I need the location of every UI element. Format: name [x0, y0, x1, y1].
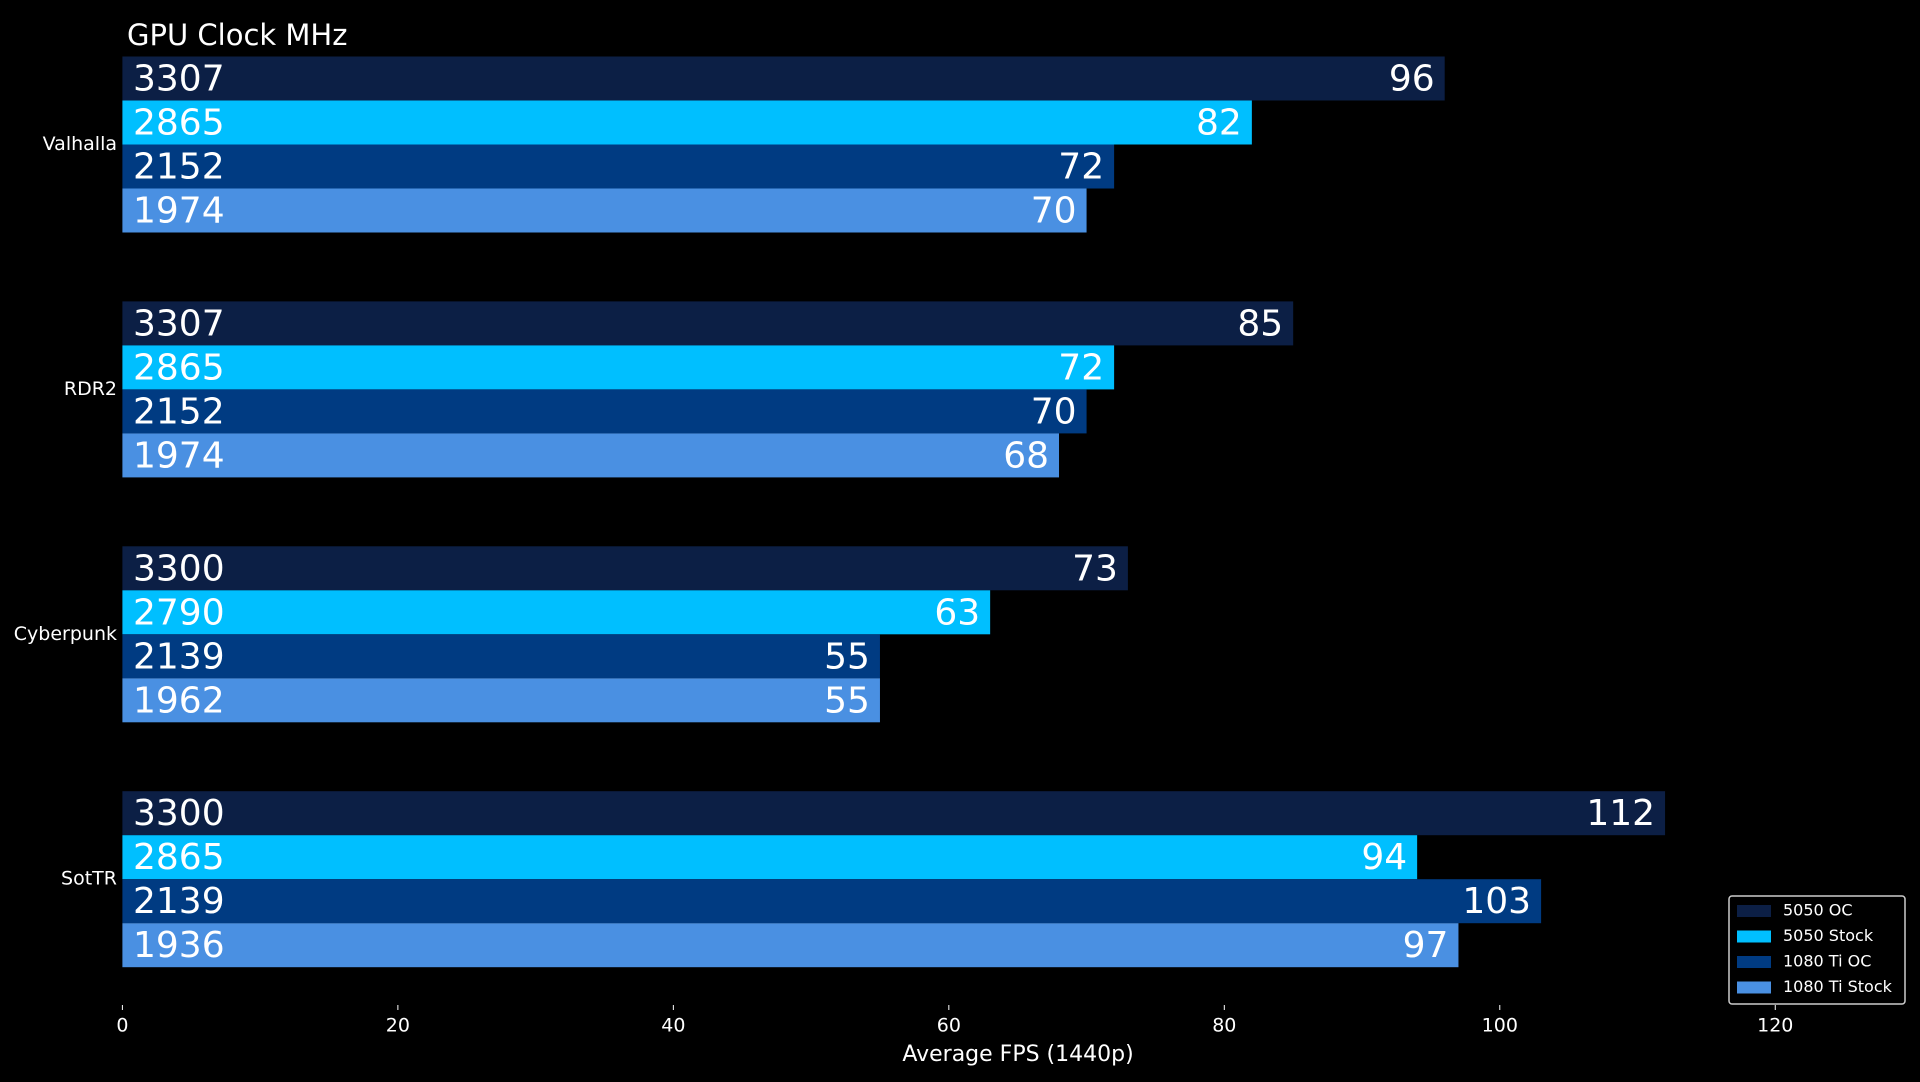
clock-label: 2790: [133, 592, 225, 633]
x-tick-label: 60: [937, 1015, 961, 1037]
value-label: 72: [1058, 347, 1104, 388]
legend-box: [1728, 895, 1906, 1005]
legend-swatch: [1737, 905, 1771, 917]
bar: [122, 546, 1128, 591]
clock-label: 1936: [133, 925, 225, 966]
clock-label: 2139: [133, 636, 225, 677]
x-tick-label: 120: [1757, 1015, 1793, 1037]
bar: [122, 923, 1459, 968]
clock-label: 2152: [133, 391, 225, 432]
clock-label: 2139: [133, 881, 225, 922]
x-tick-label: 20: [386, 1015, 410, 1037]
bar: [122, 879, 1542, 924]
bar: [122, 835, 1418, 880]
value-label: 112: [1586, 793, 1655, 834]
bar: [122, 100, 1252, 145]
bar: [122, 301, 1294, 346]
value-label: 97: [1403, 925, 1449, 966]
legend-swatch: [1737, 981, 1771, 994]
x-tick-label: 0: [116, 1015, 128, 1037]
bar: [122, 144, 1115, 189]
y-tick-label: Cyberpunk: [14, 623, 117, 645]
x-tick-label: 80: [1212, 1015, 1236, 1037]
value-label: 94: [1361, 837, 1407, 878]
chart-title: GPU Clock MHz: [127, 18, 347, 52]
value-label: 55: [824, 636, 870, 677]
clock-label: 3300: [133, 548, 225, 589]
value-label: 70: [1031, 191, 1077, 232]
legend-swatch: [1737, 956, 1771, 968]
clock-label: 1974: [133, 191, 225, 232]
clock-label: 3307: [133, 303, 225, 344]
bar: [122, 634, 880, 679]
clock-label: 2865: [133, 837, 225, 878]
x-tick-label: 40: [661, 1015, 685, 1037]
value-label: 96: [1389, 59, 1435, 100]
value-label: 85: [1237, 303, 1283, 344]
bar: [122, 433, 1060, 478]
clock-label: 3307: [133, 59, 225, 100]
value-label: 73: [1072, 548, 1118, 589]
clock-label: 3300: [133, 793, 225, 834]
clock-label: 1962: [133, 680, 225, 721]
bar: [122, 345, 1115, 390]
bar: [122, 678, 880, 723]
legend-label: 1080 Ti Stock: [1783, 977, 1893, 996]
legend-label: 5050 OC: [1783, 901, 1853, 920]
bar: [122, 590, 991, 635]
value-label: 82: [1196, 103, 1242, 144]
y-tick-label: SotTR: [61, 868, 117, 890]
value-label: 68: [1003, 435, 1049, 476]
clock-label: 1974: [133, 435, 225, 476]
bar: [122, 389, 1087, 434]
y-tick-label: RDR2: [64, 378, 117, 400]
value-label: 72: [1058, 147, 1104, 188]
bar: [122, 791, 1666, 836]
legend-label: 1080 Ti OC: [1783, 952, 1871, 971]
x-axis-label: Average FPS (1440p): [902, 1042, 1133, 1067]
clock-label: 2152: [133, 147, 225, 188]
y-tick-label: Valhalla: [43, 133, 117, 155]
value-label: 63: [934, 592, 980, 633]
value-label: 103: [1462, 881, 1531, 922]
x-tick-label: 100: [1482, 1015, 1518, 1037]
value-label: 70: [1031, 391, 1077, 432]
legend-swatch: [1737, 930, 1771, 943]
bar: [122, 188, 1087, 233]
clock-label: 2865: [133, 347, 225, 388]
value-label: 55: [824, 680, 870, 721]
clock-label: 2865: [133, 103, 225, 144]
bar: [122, 56, 1445, 101]
legend-label: 5050 Stock: [1783, 926, 1874, 945]
